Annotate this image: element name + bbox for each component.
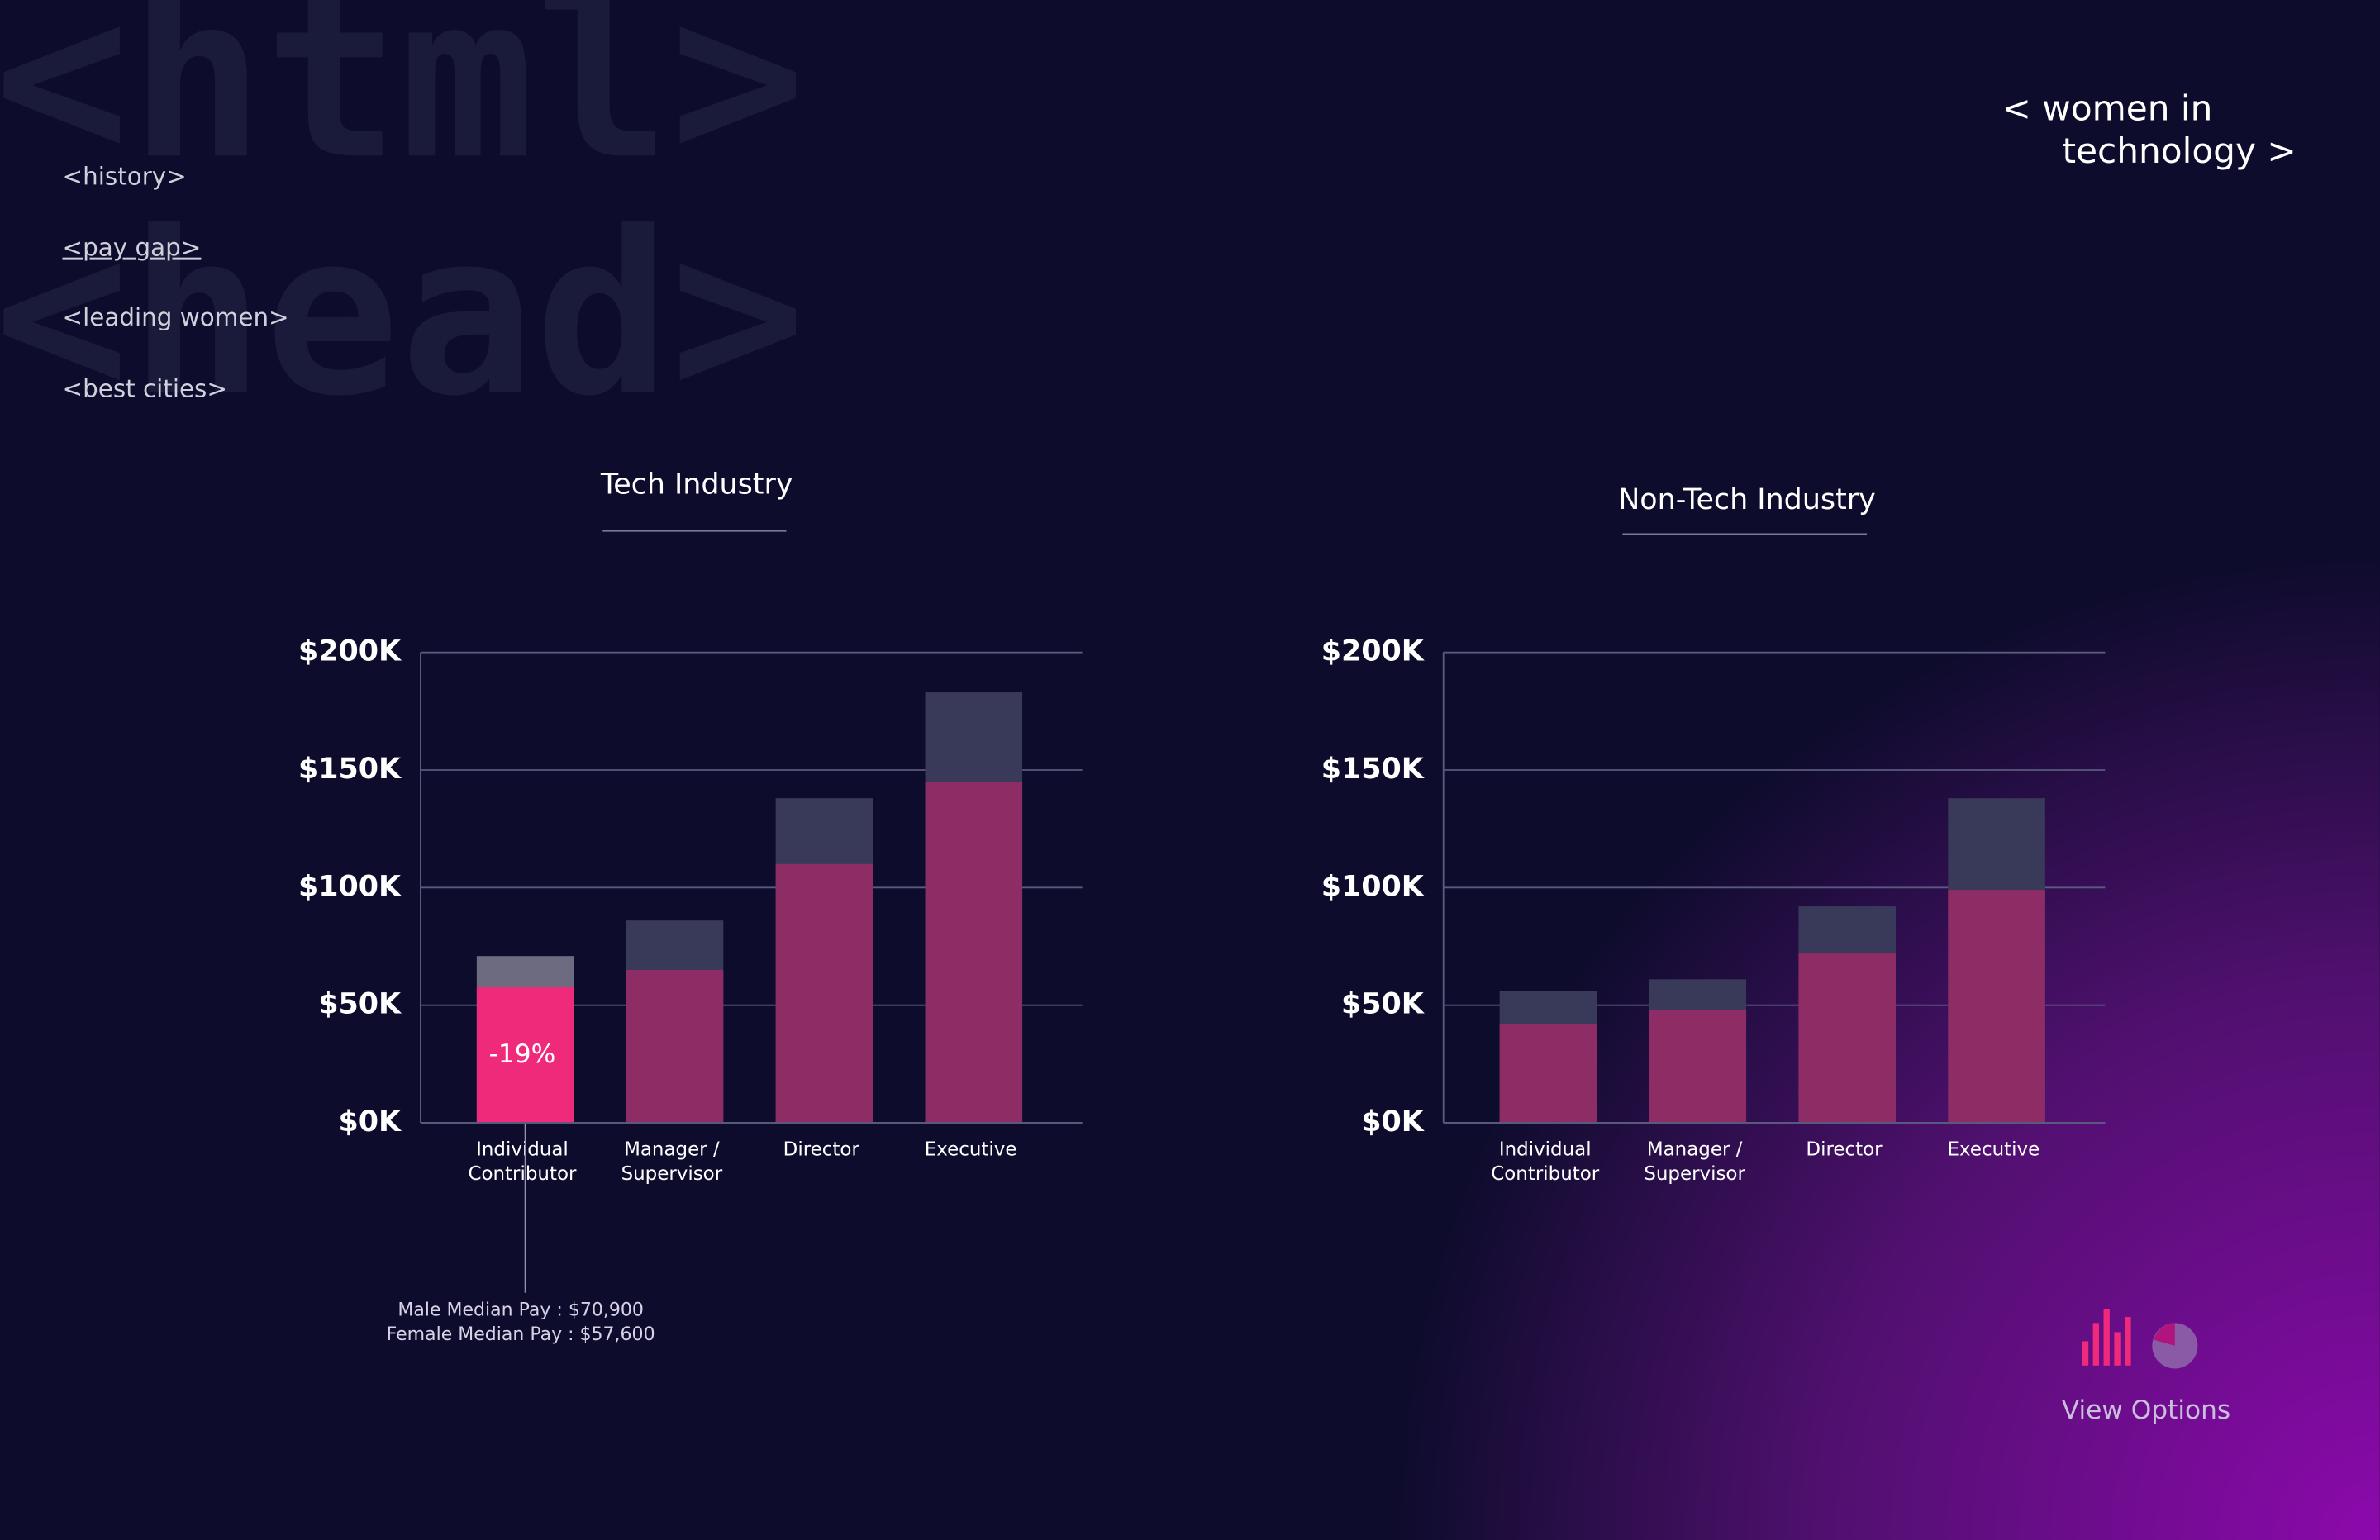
brand[interactable]: technology > xyxy=(2063,131,2297,171)
bar xyxy=(1499,1024,1597,1123)
x-tick-label: Director xyxy=(783,1139,860,1161)
bar xyxy=(925,782,1023,1123)
x-tick-label: Executive xyxy=(1948,1139,2040,1161)
icon xyxy=(2092,1323,2100,1366)
bar xyxy=(626,969,724,1123)
view-options-label[interactable]: View Options xyxy=(2062,1395,2230,1425)
icon xyxy=(2103,1309,2110,1366)
nav-link[interactable]: <leading women> xyxy=(63,303,289,331)
nav-link[interactable]: <pay gap> xyxy=(63,234,202,262)
y-tick-label: $0K xyxy=(338,1105,402,1138)
x-tick-label: Supervisor xyxy=(621,1163,723,1185)
nav-link[interactable]: <history> xyxy=(63,162,187,190)
icon xyxy=(2154,1323,2175,1346)
bar xyxy=(476,987,574,1123)
background-text: <head> xyxy=(0,185,806,446)
brand[interactable]: < women in xyxy=(2002,88,2213,129)
value-label: -19% xyxy=(489,1039,556,1069)
annotation-text: Male Median Pay : $70,900 xyxy=(397,1300,643,1321)
view-options[interactable]: View Options xyxy=(2062,1309,2230,1425)
bar xyxy=(1948,890,2045,1123)
y-tick-label: $100K xyxy=(298,870,402,903)
x-tick-label: Individual xyxy=(1499,1139,1592,1161)
x-tick-label: Contributor xyxy=(1491,1163,1600,1185)
icon xyxy=(2114,1332,2121,1366)
y-tick-label: $0K xyxy=(1361,1105,1426,1138)
bar xyxy=(1649,1010,1747,1123)
background-text: <html> xyxy=(0,0,806,209)
bar xyxy=(775,863,873,1123)
x-tick-label: Manager / xyxy=(1647,1139,1743,1161)
bar xyxy=(1798,953,1896,1123)
y-tick-label: $150K xyxy=(1321,753,1426,786)
chart-title: Non-Tech Industry xyxy=(1618,483,1876,516)
y-tick-label: $50K xyxy=(318,988,402,1021)
y-tick-label: $100K xyxy=(1321,870,1426,903)
nav-link[interactable]: <best cities> xyxy=(63,374,227,402)
y-tick-label: $200K xyxy=(298,635,402,668)
x-tick-label: Contributor xyxy=(468,1163,577,1185)
y-tick-label: $50K xyxy=(1341,988,1426,1021)
y-tick-label: $150K xyxy=(298,753,402,786)
annotation-text: Female Median Pay : $57,600 xyxy=(387,1324,655,1345)
chart-title: Tech Industry xyxy=(600,468,793,501)
x-tick-label: Executive xyxy=(925,1139,1017,1161)
x-tick-label: Manager / xyxy=(624,1139,720,1161)
icon xyxy=(2082,1341,2089,1366)
y-tick-label: $200K xyxy=(1321,635,1426,668)
x-tick-label: Supervisor xyxy=(1644,1163,1745,1185)
x-tick-label: Director xyxy=(1806,1139,1883,1161)
icon xyxy=(2125,1317,2131,1366)
nav: <history> <pay gap> <leading women> <bes… xyxy=(63,162,289,402)
x-tick-label: Individual xyxy=(476,1139,569,1161)
